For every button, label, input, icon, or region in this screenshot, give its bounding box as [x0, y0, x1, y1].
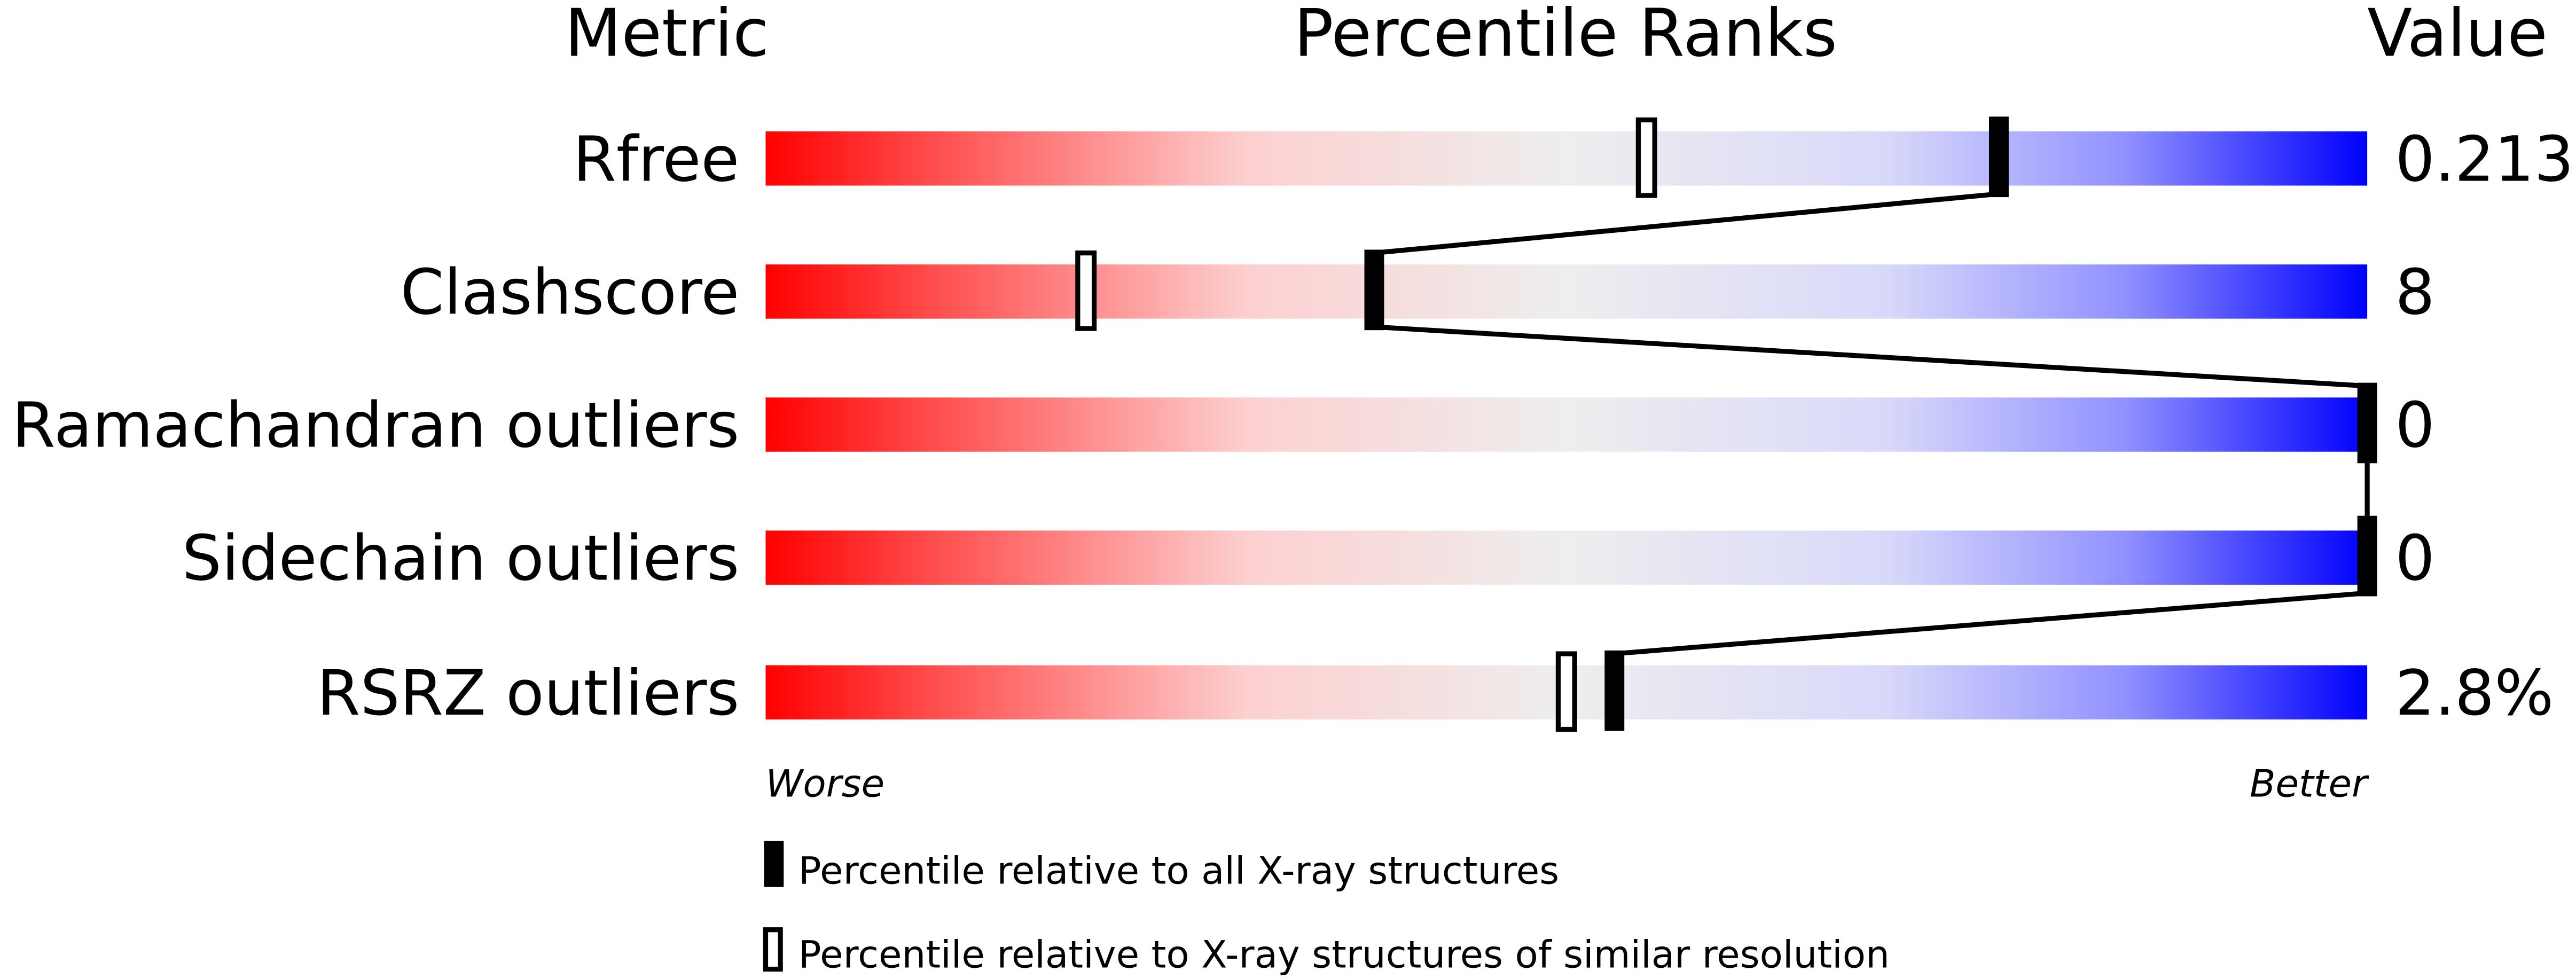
- similar-percentile-marker: [1555, 651, 1577, 732]
- similar-percentile-marker: [1075, 250, 1097, 331]
- header-value: Value: [2367, 0, 2548, 72]
- metric-row: Ramachandran outliers 0: [12, 382, 2435, 464]
- legend-similar-label: Percentile relative to X-ray structures …: [798, 932, 1890, 976]
- all-percentile-marker: [1604, 650, 1625, 731]
- all-percentile-marker: [1364, 249, 1384, 331]
- metric-row: RSRZ outliers 2.8%: [317, 650, 2554, 732]
- metric-value: 8: [2395, 256, 2434, 328]
- metric-label: Rfree: [573, 123, 740, 195]
- connector-line: [1374, 191, 1999, 256]
- metric-value: 0: [2395, 389, 2434, 462]
- axis-worse-label: Worse: [765, 762, 884, 806]
- connector-line: [1374, 324, 2368, 389]
- connector-lines: [1374, 191, 2370, 656]
- percentile-bar: [765, 264, 2368, 319]
- axis-better-label: Better: [2250, 762, 2369, 806]
- metric-value: 0.213: [2395, 123, 2574, 195]
- metric-label: Sidechain outliers: [182, 522, 739, 595]
- metric-value: 2.8%: [2395, 657, 2554, 730]
- metric-label: Clashscore: [401, 256, 740, 328]
- all-percentile-marker: [2357, 382, 2377, 464]
- metric-row: Sidechain outliers 0: [182, 515, 2435, 597]
- metric-label: RSRZ outliers: [317, 657, 739, 730]
- header-percentile-ranks: Percentile Ranks: [1294, 0, 1837, 72]
- metric-label: Ramachandran outliers: [12, 389, 739, 462]
- all-percentile-marker: [1988, 116, 2009, 198]
- legend-all-label: Percentile relative to all X-ray structu…: [798, 849, 1559, 893]
- percentile-bar: [765, 530, 2368, 585]
- legend-open-marker-icon: [763, 927, 783, 972]
- all-percentile-marker: [2357, 515, 2377, 597]
- metric-row: Clashscore 8: [401, 249, 2435, 331]
- percentile-bar: [765, 397, 2368, 452]
- similar-percentile-marker: [1635, 117, 1657, 198]
- connector-line: [1614, 590, 2368, 656]
- legend-filled-marker-icon: [764, 841, 784, 887]
- metric-row: Rfree 0.213: [573, 116, 2574, 198]
- header-metric: Metric: [565, 0, 769, 72]
- metric-value: 0: [2395, 522, 2434, 595]
- percentile-bar: [765, 131, 2368, 186]
- metric-rows: Rfree 0.213 Clashscore 8 Ramachandran outlie…: [12, 116, 2574, 732]
